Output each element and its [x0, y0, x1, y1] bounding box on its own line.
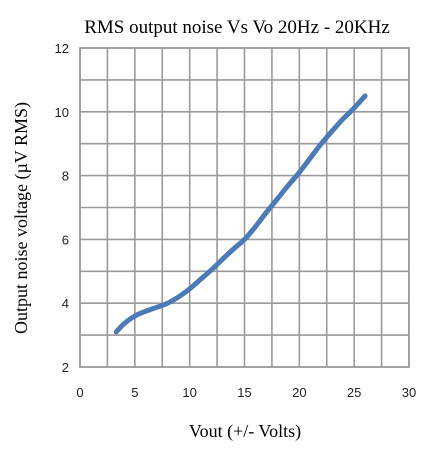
y-tick-label: 8	[62, 169, 69, 184]
x-tick-label: 15	[237, 385, 251, 400]
y-tick-label: 6	[62, 232, 69, 247]
y-tick-label: 10	[55, 105, 69, 120]
y-axis-label: Output noise voltage (µV RMS)	[11, 102, 32, 334]
y-tick-label: 2	[62, 360, 69, 375]
plot-area: 0 5 10 15 20 25 30 2 4 6 8 10 12	[55, 41, 417, 400]
series-line	[113, 93, 368, 335]
x-axis-label: Vout (+/- Volts)	[189, 421, 301, 442]
x-tick-label: 0	[76, 385, 83, 400]
x-tick-label: 5	[131, 385, 138, 400]
y-tick-label: 12	[55, 41, 69, 56]
y-tick-label: 4	[62, 296, 69, 311]
x-tick-label: 25	[347, 385, 361, 400]
x-tick-label: 30	[402, 385, 416, 400]
x-tick-label: 10	[182, 385, 196, 400]
x-tick-label: 20	[292, 385, 306, 400]
chart-title: RMS output noise Vs Vo 20Hz - 20KHz	[84, 17, 390, 38]
